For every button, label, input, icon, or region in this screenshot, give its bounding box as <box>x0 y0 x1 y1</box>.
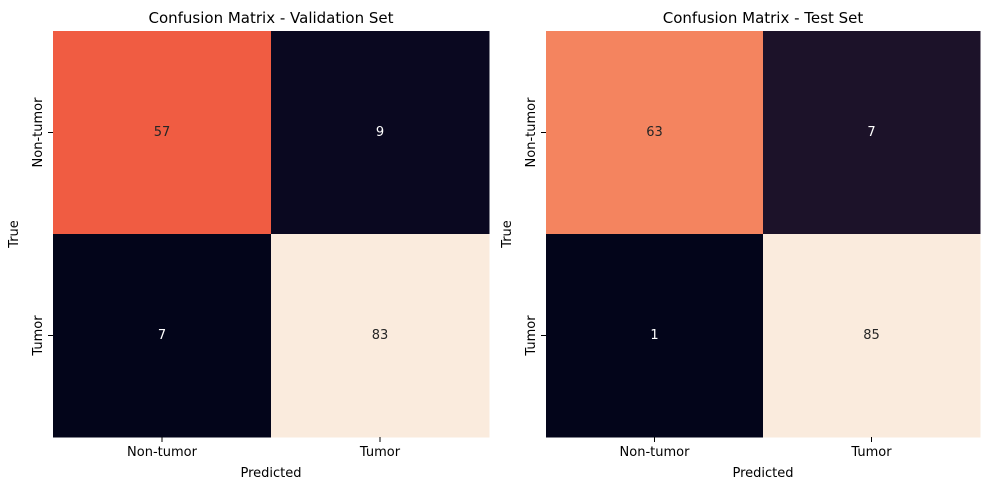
y-axis-label: True <box>7 220 22 249</box>
y-tick-label: Non-tumor <box>31 97 46 168</box>
y-tick-label: Tumor <box>524 315 539 357</box>
heatmap-cell <box>763 31 981 235</box>
y-tick-label: Tumor <box>31 315 46 357</box>
cell-value-label: 7 <box>867 125 875 140</box>
heatmap-cell <box>271 31 490 235</box>
x-axis-label: Predicted <box>240 466 301 481</box>
cell-value-label: 57 <box>154 125 171 140</box>
validation-confusion-matrix: 57 9 7 83 Confusion Matrix - Validation Set N… <box>7 9 490 481</box>
heatmap-cell <box>546 31 764 235</box>
heatmap-cell <box>53 234 272 438</box>
x-tick-label: Non-tumor <box>127 445 198 460</box>
x-tick-label: Non-tumor <box>620 445 691 460</box>
y-tick-label: Non-tumor <box>524 97 539 168</box>
x-axis-label: Predicted <box>732 466 793 481</box>
heatmap-cell <box>53 31 272 235</box>
heatmap-cell <box>763 234 981 438</box>
heatmap-cell <box>271 234 490 438</box>
x-tick-label: Tumor <box>359 445 401 460</box>
heatmap-cell <box>546 234 764 438</box>
x-tick-label: Tumor <box>850 445 892 460</box>
cell-value-label: 83 <box>372 328 389 343</box>
cell-value-label: 63 <box>646 125 663 140</box>
cell-value-label: 7 <box>158 328 166 343</box>
cell-value-label: 9 <box>376 125 384 140</box>
cell-value-label: 85 <box>863 328 880 343</box>
cell-value-label: 1 <box>650 328 658 343</box>
y-axis-label: True <box>500 220 515 249</box>
test-confusion-matrix: 63 7 1 85 Confusion Matrix - Test Set Non-tum… <box>500 9 981 481</box>
chart-title: Confusion Matrix - Validation Set <box>148 9 393 27</box>
chart-title: Confusion Matrix - Test Set <box>663 9 864 27</box>
